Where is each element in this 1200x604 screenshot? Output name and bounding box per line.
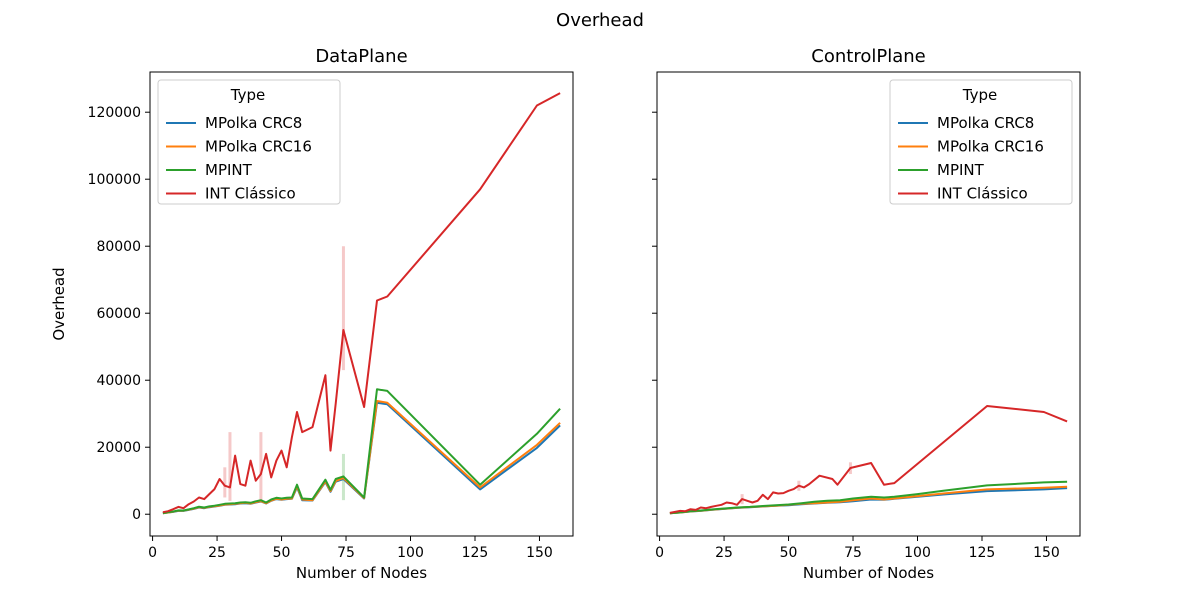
legend-entry: MPolka CRC8 (205, 114, 302, 132)
series-line-int-cl-ssico (162, 92, 561, 514)
x-tick-label: 25 (208, 545, 226, 561)
series-line-mpint (669, 480, 1068, 515)
y-tick-label: 120000 (88, 105, 141, 121)
y-tick-label: 60000 (96, 306, 141, 322)
x-axis-label: Number of Nodes (296, 564, 427, 582)
legend-box (889, 79, 1073, 205)
figure-suptitle: Overhead (556, 10, 644, 31)
y-tick-label: 100000 (88, 172, 141, 188)
x-axis-label: Number of Nodes (803, 564, 934, 582)
x-tick-label: 50 (273, 545, 291, 561)
series-line-int-cl-ssico (669, 405, 1068, 514)
x-tick-label: 100 (397, 545, 424, 561)
x-tick-label: 25 (715, 545, 733, 561)
y-tick-label: 0 (132, 507, 141, 523)
legend-entry: MPINT (937, 161, 985, 179)
legend-title: Type (230, 86, 265, 104)
legend-box (157, 79, 341, 205)
x-tick-label: 75 (844, 545, 862, 561)
x-tick-label: 0 (655, 545, 664, 561)
panel-title: ControlPlane (811, 46, 925, 67)
legend-entry: MPolka CRC16 (937, 138, 1044, 156)
y-axis-label: Overhead (50, 267, 68, 340)
axes-frame (656, 71, 1081, 537)
x-tick-label: 150 (526, 545, 553, 561)
legend-title: Type (962, 86, 997, 104)
legend-entry: INT Clássico (937, 185, 1028, 203)
legend-entry: MPolka CRC16 (205, 138, 312, 156)
panel-title: DataPlane (315, 46, 407, 67)
legend-entry: MPINT (205, 161, 253, 179)
x-tick-label: 125 (969, 545, 996, 561)
y-tick-label: 20000 (96, 440, 141, 456)
legend-entry: INT Clássico (205, 185, 296, 203)
y-tick-label: 40000 (96, 373, 141, 389)
series-line-mpolka-crc16 (162, 400, 561, 515)
legend-entry: MPolka CRC8 (937, 114, 1034, 132)
y-tick-label: 80000 (96, 239, 141, 255)
x-tick-label: 50 (780, 545, 798, 561)
x-tick-label: 125 (462, 545, 489, 561)
series-line-mpolka-crc8 (669, 487, 1068, 515)
x-tick-label: 150 (1033, 545, 1060, 561)
series-line-mpint (162, 388, 561, 515)
panel-controlplane: ControlPlane 0 25 50 75 100 125 150 Number of No… (652, 46, 1081, 582)
axes-frame (149, 71, 574, 537)
panel-dataplane: DataPlane 0 25 50 75 100 125 150 0 20000 40000 6000… (50, 46, 574, 582)
x-tick-label: 75 (337, 545, 355, 561)
x-tick-label: 0 (148, 545, 157, 561)
x-tick-label: 100 (904, 545, 931, 561)
